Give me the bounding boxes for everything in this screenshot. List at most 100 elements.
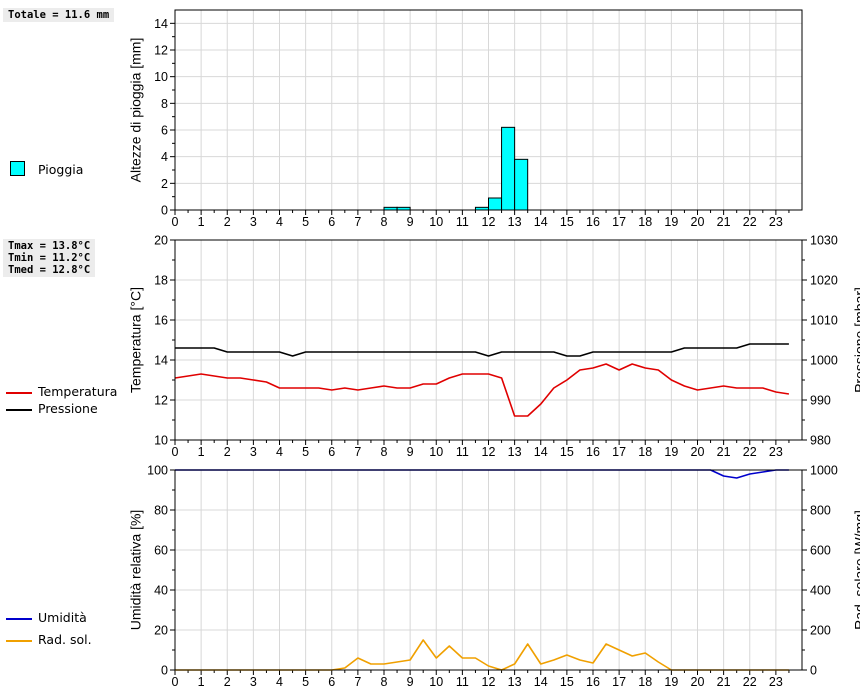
temp_pressure-xtick-label: 8 <box>381 445 388 459</box>
humidity_radiation-xtick-label: 7 <box>354 675 361 689</box>
humidity_radiation-ytick-label: 80 <box>154 504 168 518</box>
rain-xtick-label: 4 <box>276 215 283 229</box>
temp_pressure-ytick-label: 20 <box>154 234 168 248</box>
rain-bar <box>514 158 529 211</box>
tmax-text: Tmax = 13.8°C <box>8 240 91 252</box>
humidity_radiation-xtick-label: 9 <box>407 675 414 689</box>
rain-total-text: Totale = 11.6 mm <box>8 9 110 21</box>
temp_pressure-series-pressione <box>175 343 789 357</box>
temp_pressure-xtick-label: 22 <box>743 445 757 459</box>
humidity_radiation-ytick-label: 40 <box>154 584 168 598</box>
humidity_radiation-y2tick-label: 200 <box>810 624 831 638</box>
temp_pressure-xtick-label: 20 <box>691 445 705 459</box>
humidity_radiation-xtick-label: 13 <box>508 675 522 689</box>
humidity_radiation-ytick-label: 20 <box>154 624 168 638</box>
humidity_radiation-xtick-label: 17 <box>612 675 626 689</box>
temp_pressure-xtick-label: 6 <box>328 445 335 459</box>
humidity_radiation-ytick-label: 100 <box>147 464 168 478</box>
rain-ytick-label: 10 <box>154 70 168 84</box>
temp_pressure-series-temperatura <box>174 363 790 417</box>
legend-radiation-label: Rad. sol. <box>38 632 92 647</box>
rain-ylabel: Altezze di pioggia [mm] <box>128 38 144 183</box>
temp_pressure-ytick-label: 14 <box>154 354 168 368</box>
rain-xtick-label: 10 <box>429 215 443 229</box>
rain-ytick-label: 4 <box>161 150 168 164</box>
rain-xtick-label: 20 <box>691 215 705 229</box>
tmin-text: Tmin = 11.2°C <box>8 252 91 264</box>
temp_pressure-y2tick-label: 1030 <box>810 234 838 248</box>
humidity_radiation-ytick-label: 0 <box>161 664 168 678</box>
humidity_radiation-y2tick-label: 800 <box>810 504 831 518</box>
humidity_radiation-xtick-label: 14 <box>534 675 548 689</box>
legend-humidity-line <box>6 618 32 620</box>
rain-ytick-label: 8 <box>161 97 168 111</box>
legend-temperature-line <box>6 392 32 394</box>
legend-pressure-label: Pressione <box>38 401 98 416</box>
temp_pressure-y2label: Pressione [mbar] <box>852 287 860 393</box>
rain-xtick-label: 23 <box>769 215 783 229</box>
humidity_radiation-y2tick-label: 600 <box>810 544 831 558</box>
rain-xtick-label: 8 <box>381 215 388 229</box>
humidity_radiation-xtick-label: 16 <box>586 675 600 689</box>
temp_pressure-ytick-label: 10 <box>154 434 168 448</box>
temp_pressure-xtick-label: 14 <box>534 445 548 459</box>
humidity_radiation-frame <box>174 469 803 671</box>
temp_pressure-xtick-label: 18 <box>638 445 652 459</box>
temp_pressure-xtick-label: 0 <box>172 445 179 459</box>
temp_pressure-xtick-label: 10 <box>429 445 443 459</box>
legend-humidity-label: Umidità <box>38 610 87 625</box>
temp_pressure-ytick-label: 16 <box>154 314 168 328</box>
temp_pressure-xtick-label: 15 <box>560 445 574 459</box>
humidity_radiation-series-rad-sol <box>175 639 789 671</box>
rain-xtick-label: 12 <box>482 215 496 229</box>
legend-rain-label: Pioggia <box>38 162 84 177</box>
rain-xtick-label: 22 <box>743 215 757 229</box>
humidity_radiation-xtick-label: 10 <box>429 675 443 689</box>
rain-xtick-label: 13 <box>508 215 522 229</box>
humidity_radiation-y2tick-label: 1000 <box>810 464 838 478</box>
rain-bar <box>488 197 503 211</box>
rain-xtick-label: 14 <box>534 215 548 229</box>
humidity_radiation-xtick-label: 11 <box>456 675 469 689</box>
humidity_radiation-xtick-label: 23 <box>769 675 783 689</box>
rain-xtick-label: 17 <box>612 215 626 229</box>
humidity_radiation-xtick-label: 22 <box>743 675 757 689</box>
humidity_radiation-xtick-label: 19 <box>664 675 678 689</box>
temp_pressure-ylabel: Temperatura [°C] <box>128 287 144 393</box>
humidity_radiation-ytick-label: 60 <box>154 544 168 558</box>
rain-xtick-label: 11 <box>456 215 469 229</box>
rain-xtick-label: 19 <box>664 215 678 229</box>
rain-ytick-label: 0 <box>161 204 168 218</box>
temp_pressure-xtick-label: 9 <box>407 445 414 459</box>
temp_pressure-xtick-label: 4 <box>276 445 283 459</box>
humidity_radiation-xtick-label: 21 <box>717 675 731 689</box>
humidity_radiation-xtick-label: 15 <box>560 675 574 689</box>
rain-xtick-label: 15 <box>560 215 574 229</box>
rain-xtick-label: 18 <box>638 215 652 229</box>
temp_pressure-xtick-label: 13 <box>508 445 522 459</box>
temp_pressure-ytick-label: 18 <box>154 274 168 288</box>
humidity_radiation-series-umidit <box>175 469 789 479</box>
temp_pressure-xtick-label: 21 <box>717 445 731 459</box>
rain-ytick-label: 6 <box>161 124 168 138</box>
humidity_radiation-xtick-label: 18 <box>638 675 652 689</box>
humidity_radiation-xtick-label: 8 <box>381 675 388 689</box>
humidity_radiation-xtick-label: 20 <box>691 675 705 689</box>
temp_pressure-xtick-label: 12 <box>482 445 496 459</box>
temp_pressure-xtick-label: 19 <box>664 445 678 459</box>
rain-xtick-label: 21 <box>717 215 731 229</box>
humidity_radiation-xtick-label: 6 <box>328 675 335 689</box>
temp_pressure-y2tick-label: 980 <box>810 434 831 448</box>
legend-rain-swatch <box>10 161 25 176</box>
humidity_radiation-xtick-label: 5 <box>302 675 309 689</box>
temp_pressure-y2tick-label: 1020 <box>810 274 838 288</box>
temp_pressure-xtick-label: 16 <box>586 445 600 459</box>
rain-xtick-label: 9 <box>407 215 414 229</box>
humidity_radiation-xtick-label: 3 <box>250 675 257 689</box>
rain-ytick-label: 12 <box>154 44 168 58</box>
rain-xtick-label: 1 <box>198 215 205 229</box>
rain-xtick-label: 3 <box>250 215 257 229</box>
temp_pressure-ytick-label: 12 <box>154 394 168 408</box>
rain-frame <box>174 9 803 211</box>
